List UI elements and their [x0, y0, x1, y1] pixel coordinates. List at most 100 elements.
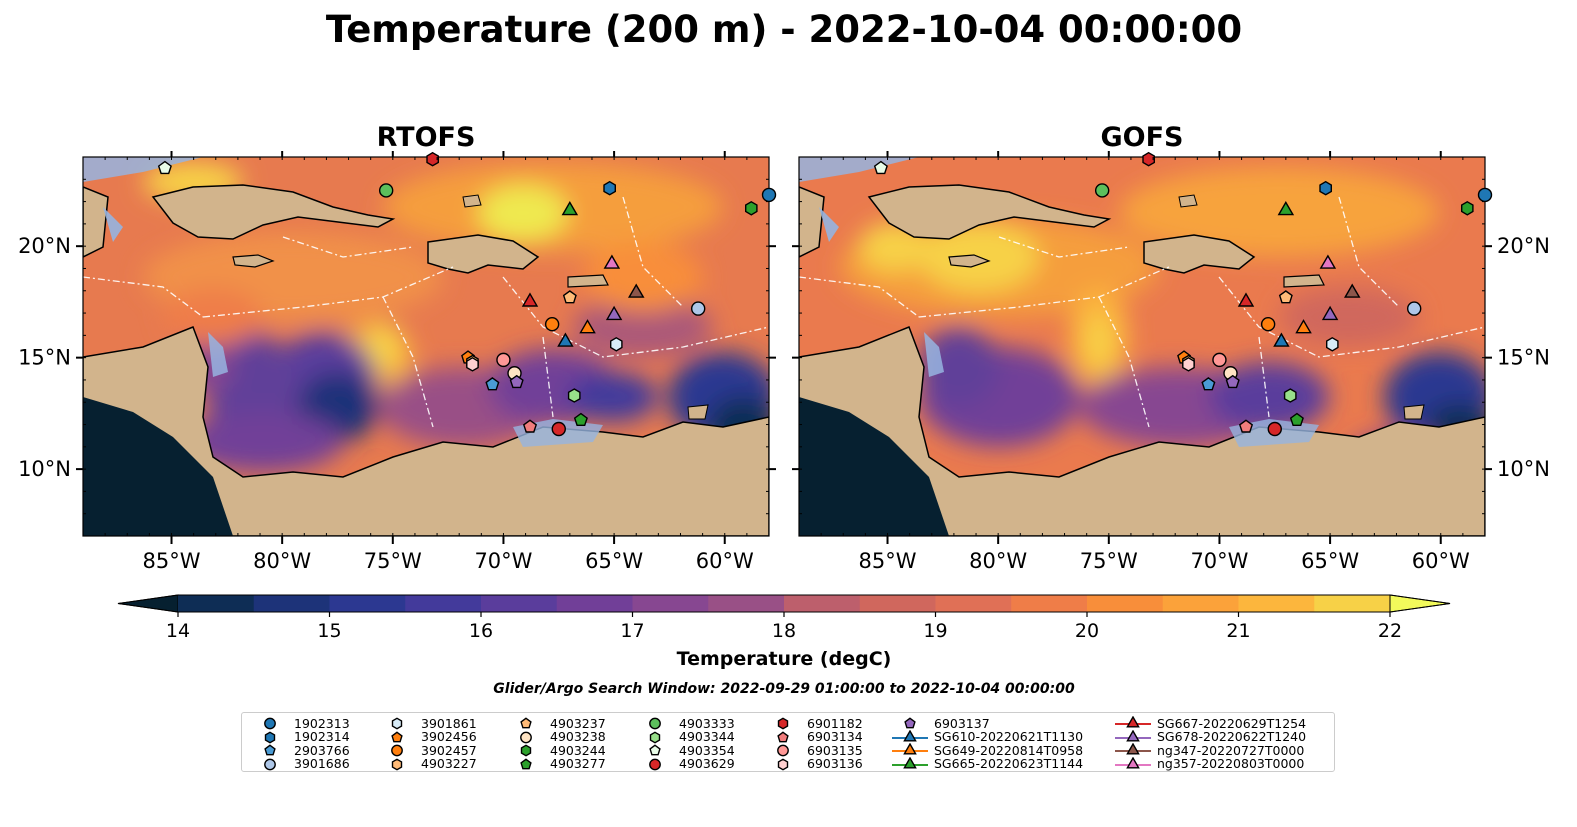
obs-marker-rtofs-SG665-20220623T1144 — [561, 201, 579, 216]
legend-marker — [391, 758, 403, 771]
legend-item: 4903277 — [506, 756, 606, 772]
legend-symbol — [391, 758, 403, 771]
search-window-note: Glider/Argo Search Window: 2022-09-29 01… — [493, 681, 1075, 697]
legend-symbol — [649, 758, 661, 771]
legend-item: 1902313 — [250, 716, 350, 731]
legend-symbol — [903, 743, 917, 755]
legend-item: 3902456 — [377, 729, 477, 744]
legend-label: 4903354 — [679, 742, 735, 758]
colorbar-tick-label: 18 — [772, 620, 796, 642]
legend-label: 4903227 — [421, 756, 477, 772]
obs-marker-gofs-2903766 — [1201, 377, 1216, 391]
legend-label: 1902314 — [294, 729, 350, 745]
legend-label: 4903237 — [550, 715, 606, 731]
obs-marker-gofs-SG667-20220629T1254 — [1237, 292, 1255, 307]
colorbar-bin — [935, 595, 1012, 612]
obs-marker-rtofs-ng347-20220727T0000 — [627, 283, 645, 298]
x-tick-label: 70°W — [1190, 549, 1248, 573]
legend-label: 4903244 — [550, 742, 606, 758]
x-tick-label: 65°W — [585, 549, 643, 573]
obs-marker-rtofs-SG649-20220814T0958 — [579, 319, 596, 334]
colorbar-bin — [405, 595, 482, 612]
x-tick-label: 75°W — [1080, 549, 1138, 573]
legend-label: 4903238 — [550, 729, 606, 745]
legend-item: 6903137 — [890, 716, 990, 731]
x-tick-label: 80°W — [253, 549, 311, 573]
legend-item: 4903237 — [506, 715, 606, 731]
obs-marker-rtofs-4903237 — [562, 290, 577, 304]
legend-label: 4903333 — [679, 715, 735, 731]
colorbar-bin — [329, 595, 406, 612]
colorbar-extend-high — [1389, 594, 1451, 613]
legend-marker — [391, 744, 403, 757]
obs-marker-rtofs-4903277 — [573, 412, 588, 426]
legend-symbol — [264, 717, 276, 730]
colorbar-bin — [178, 595, 255, 612]
legend-marker — [1115, 729, 1151, 742]
map-content-rtofs — [83, 157, 769, 536]
colorbar-bin — [1238, 595, 1315, 612]
legend-item: SG665-20220623T1144 — [890, 756, 1084, 772]
legend-marker — [264, 717, 276, 730]
legend-item: 4903354 — [635, 742, 735, 758]
y-tick-label: 10°N — [18, 457, 71, 481]
obs-marker-gofs-3902457 — [1260, 317, 1276, 332]
legend-symbol — [904, 717, 916, 729]
legend-label: SG610-20220621T1130 — [934, 729, 1084, 745]
legend: 1902313 1902314 2903766 3901686 3901861 39024… — [241, 712, 1335, 772]
legend-marker — [777, 744, 789, 757]
legend-label: 3901686 — [294, 756, 350, 772]
x-tick-label: 80°W — [969, 549, 1027, 573]
legend-label: 2903766 — [294, 742, 350, 758]
legend-label: 4903344 — [679, 729, 735, 745]
colorbar-bin — [481, 595, 558, 612]
obs-marker-rtofs-SG667-20220629T1254 — [521, 292, 539, 307]
map-content-gofs — [799, 157, 1485, 536]
legend-label: ng357-20220803T0000 — [1157, 756, 1305, 772]
legend-symbol — [391, 744, 403, 757]
panel-title-rtofs: RTOFS — [377, 122, 476, 153]
legend-symbol — [520, 744, 532, 757]
legend-symbol — [520, 758, 532, 770]
obs-marker-gofs-6901182 — [1142, 151, 1156, 167]
legend-item: 6901182 — [763, 716, 863, 731]
obs-marker-gofs-4903333 — [1094, 183, 1110, 198]
legend-item: 6903134 — [763, 729, 863, 744]
colorbar-tick-label: 20 — [1075, 620, 1099, 642]
legend-item: SG649-20220814T0958 — [890, 743, 1083, 758]
legend-marker — [1115, 756, 1151, 769]
legend-symbol — [391, 717, 403, 730]
legend-label: 4903629 — [679, 756, 735, 772]
colorbar-bin — [1087, 595, 1164, 612]
legend-label: 6903135 — [807, 742, 863, 758]
legend-symbol — [264, 731, 276, 744]
obs-marker-gofs-ng347-20220727T0000 — [1343, 283, 1361, 298]
obs-marker-rtofs-4903344 — [567, 388, 581, 403]
legend-symbol — [1126, 729, 1140, 742]
obs-marker-rtofs-3901686 — [690, 301, 706, 316]
obs-marker-gofs-3901686 — [1406, 301, 1422, 316]
legend-label: 6903136 — [807, 756, 863, 772]
obs-marker-gofs-SG610-20220621T1130 — [1273, 332, 1290, 347]
colorbar-bin — [556, 595, 633, 612]
legend-marker — [777, 758, 789, 771]
obs-marker-gofs-4903277 — [1289, 412, 1304, 426]
legend-item: 3901861 — [377, 716, 477, 731]
colorbar-bin — [784, 595, 861, 612]
legend-item: 3901686 — [250, 756, 350, 772]
panel-title-gofs: GOFS — [1100, 122, 1183, 153]
colorbar-tick-label: 15 — [317, 620, 341, 642]
legend-marker — [777, 717, 789, 730]
legend-marker — [892, 756, 928, 769]
legend-symbol — [903, 729, 917, 742]
obs-marker-gofs-6903134 — [1238, 419, 1254, 433]
legend-marker — [649, 717, 661, 730]
obs-marker-rtofs-6903134 — [522, 419, 538, 433]
obs-marker-rtofs-3901861 — [610, 336, 623, 352]
legend-label: 4903277 — [550, 756, 606, 772]
legend-label: SG665-20220623T1144 — [934, 756, 1084, 772]
legend-symbol — [777, 758, 789, 771]
legend-item: 6903136 — [763, 756, 863, 772]
x-tick-label: 70°W — [474, 549, 532, 573]
